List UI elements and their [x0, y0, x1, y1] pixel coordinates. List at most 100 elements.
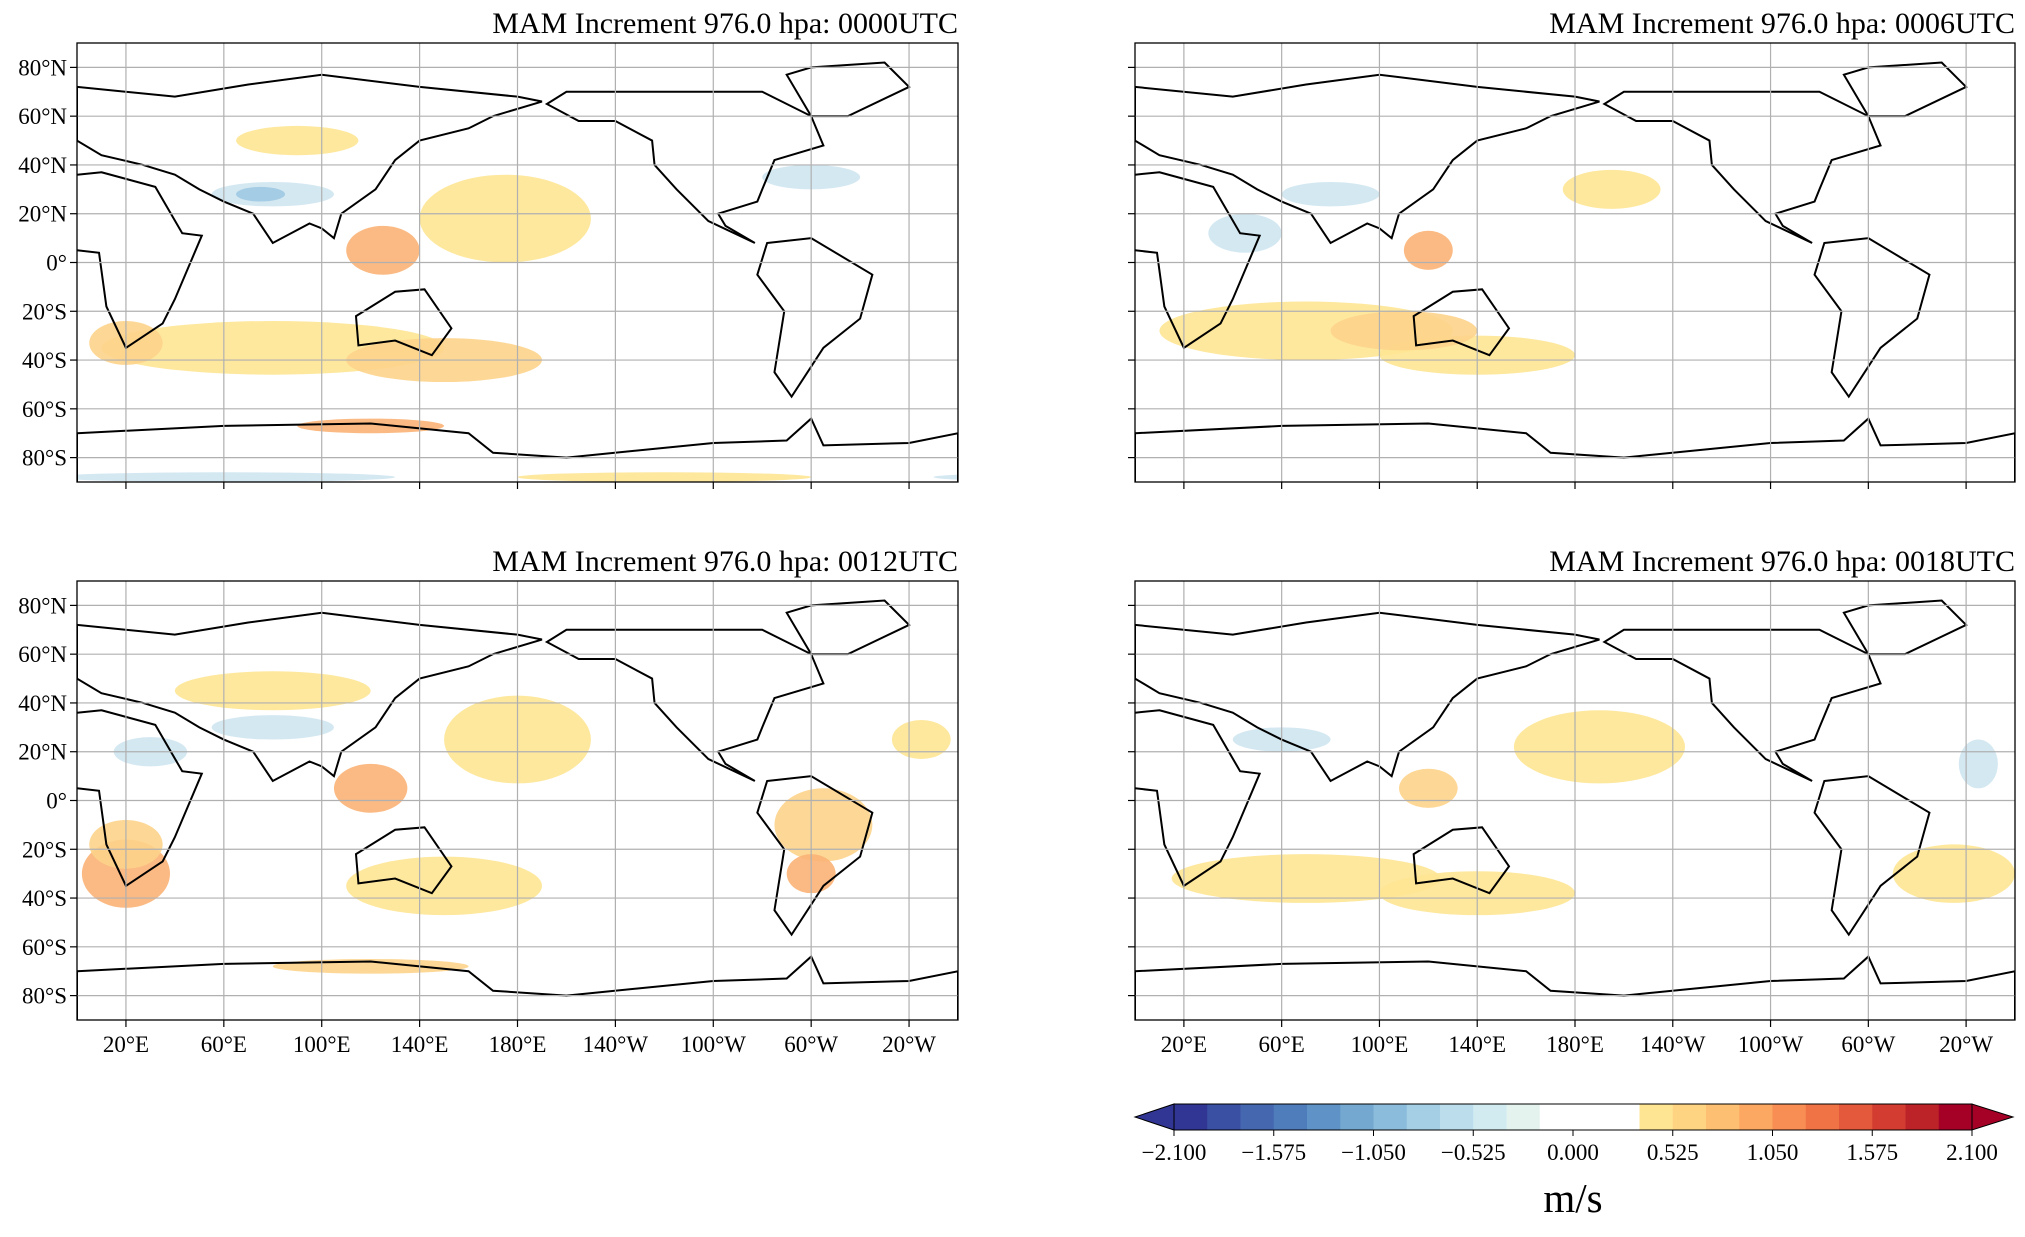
- coastline: [1813, 775, 1931, 937]
- colorbar-extend: [1133, 1103, 1175, 1131]
- increment-region: [1958, 739, 1998, 789]
- colorbar-tick-label: −0.525: [1441, 1140, 1506, 1165]
- increment-region: [1093, 182, 1215, 206]
- increment-region: [774, 788, 873, 862]
- lon-tick-label: 140°E: [391, 1032, 449, 1057]
- map-area: [1135, 599, 2015, 1020]
- colorbar-tick-label: −2.100: [1142, 1140, 1207, 1165]
- lat-tick-label: 40°N: [18, 153, 67, 178]
- map-frame: [76, 580, 959, 1021]
- colorbar-swatch: [1805, 1104, 1840, 1130]
- increment-region: [77, 472, 396, 482]
- colorbar-swatch: [1872, 1104, 1906, 1130]
- coastline: [1135, 954, 2015, 1020]
- colorbar-tick-label: −1.575: [1241, 1140, 1306, 1165]
- coastline: [1842, 61, 1968, 118]
- coastline: [354, 288, 453, 357]
- lat-tick-label: 60°S: [22, 935, 67, 960]
- coastline: [1135, 171, 1262, 350]
- panel-title: MAM Increment 976.0 hpa: 0012UTC: [492, 545, 958, 578]
- lon-tick-label: 100°E: [293, 1032, 351, 1057]
- map-frame: [1134, 42, 2016, 483]
- colorbar-swatch: [1539, 1104, 1574, 1130]
- lat-tick-label: 0°: [46, 251, 67, 276]
- panel-title: MAM Increment 976.0 hpa: 0000UTC: [492, 7, 958, 40]
- lat-tick-label: 60°N: [18, 104, 67, 129]
- coastline: [1412, 826, 1511, 895]
- colorbar-swatch: [1639, 1104, 1674, 1130]
- colorbar-swatch: [1473, 1104, 1507, 1130]
- colorbar-swatch: [1706, 1104, 1740, 1130]
- coastline: [77, 709, 204, 888]
- coastline: [1602, 90, 1882, 244]
- lon-tick-label: 100°E: [1351, 1032, 1409, 1057]
- lat-tick-label: 80°S: [22, 984, 67, 1009]
- increment-region: [236, 186, 286, 202]
- colorbar-tick-label: 0.525: [1647, 1140, 1699, 1165]
- lat-tick-label: 80°S: [22, 446, 67, 471]
- coastline: [77, 954, 958, 1020]
- increment-region: [1171, 854, 1441, 903]
- colorbar-tick-label: 1.575: [1846, 1140, 1898, 1165]
- increment-region: [1281, 182, 1380, 207]
- increment-region: [970, 321, 1043, 365]
- increment-region: [419, 174, 591, 263]
- lat-tick-label: 20°S: [22, 837, 67, 862]
- lat-tick-label: 20°N: [18, 202, 67, 227]
- lon-tick-label: 180°E: [1546, 1032, 1604, 1057]
- coastline: [77, 171, 204, 350]
- coastline: [756, 775, 874, 937]
- colorbar-swatch: [1207, 1104, 1241, 1130]
- lon-tick-label: 60°E: [1259, 1032, 1305, 1057]
- coastline: [1412, 288, 1511, 357]
- coastline: [1842, 599, 1968, 656]
- lat-tick-label: 40°S: [22, 348, 67, 373]
- increment-region: [1399, 472, 1693, 482]
- map-area: [1135, 61, 2015, 482]
- coastline: [354, 826, 453, 895]
- colorbar-swatch: [1573, 1104, 1607, 1130]
- lat-tick-label: 0°: [46, 789, 67, 814]
- colorbar-swatch: [1672, 1104, 1707, 1130]
- lat-tick-label: 80°N: [18, 55, 67, 80]
- lon-tick-label: 100°W: [681, 1032, 747, 1057]
- lon-tick-label: 20°W: [882, 1032, 936, 1057]
- increment-region: [1892, 844, 2015, 903]
- colorbar-swatch: [1905, 1104, 1940, 1130]
- increment-region: [1773, 720, 1832, 759]
- increment-region: [333, 763, 408, 813]
- increment-region: [1325, 696, 1472, 784]
- lon-tick-label: 60°E: [201, 1032, 247, 1057]
- colorbar-swatch: [1307, 1104, 1341, 1130]
- lat-tick-label: 60°N: [18, 642, 67, 667]
- increment-region: [1330, 311, 1478, 351]
- colorbar-swatch: [1506, 1104, 1541, 1130]
- increment-region: [1215, 764, 1288, 813]
- colorbar-label: m/s: [1543, 1175, 1602, 1221]
- lat-tick-label: 60°S: [22, 397, 67, 422]
- lat-tick-label: 40°N: [18, 691, 67, 716]
- increment-region: [211, 715, 334, 740]
- lon-tick-label: 60°W: [1841, 1032, 1895, 1057]
- increment-region: [1668, 854, 1717, 893]
- colorbar-swatch: [1373, 1104, 1408, 1130]
- lat-tick-label: 40°S: [22, 886, 67, 911]
- colorbar-swatch: [1440, 1104, 1474, 1130]
- increment-region: [1399, 768, 1458, 808]
- increment-region: [1117, 187, 1166, 202]
- lat-tick-label: 20°N: [18, 740, 67, 765]
- coastline: [1135, 73, 1600, 245]
- colorbar-extend: [1971, 1103, 2015, 1131]
- increment-region: [1562, 169, 1661, 209]
- lat-tick-label: 20°S: [22, 299, 67, 324]
- increment-region: [236, 125, 359, 156]
- lon-tick-label: 20°W: [1939, 1032, 1993, 1057]
- increment-region: [1093, 715, 1215, 739]
- lat-tick-label: 80°N: [18, 593, 67, 618]
- increment-region: [1655, 788, 1753, 861]
- map-frame: [76, 42, 959, 483]
- lon-tick-label: 60°W: [784, 1032, 838, 1057]
- coastline: [1813, 237, 1931, 399]
- increment-region: [891, 720, 951, 760]
- coastline: [544, 628, 825, 782]
